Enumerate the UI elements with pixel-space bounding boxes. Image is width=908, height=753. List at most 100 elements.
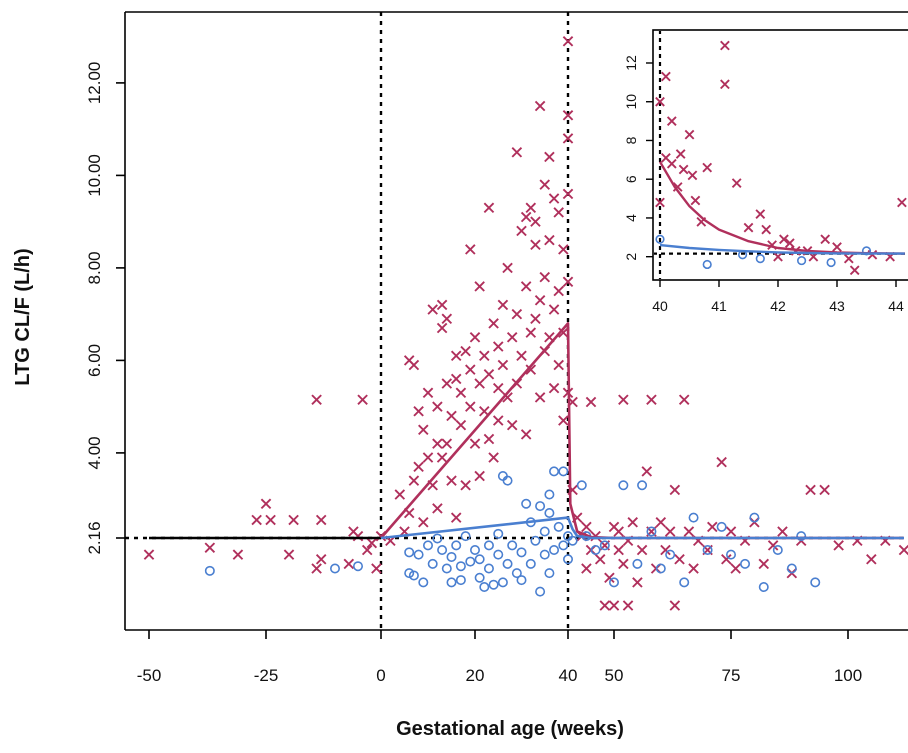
data-point <box>418 424 429 436</box>
data-point <box>604 572 615 584</box>
data-point <box>408 359 420 371</box>
inset-y-tick-label: 8 <box>623 136 639 144</box>
inset-data-point <box>820 234 831 245</box>
data-point <box>627 517 638 528</box>
data-point-stroke <box>511 308 523 320</box>
data-point <box>497 299 509 311</box>
data-point <box>260 498 272 510</box>
data-point-stroke <box>646 394 657 405</box>
data-point-stroke <box>819 484 830 496</box>
data-point <box>474 554 485 565</box>
data-point-stroke <box>446 410 457 422</box>
data-point <box>408 475 420 486</box>
data-point <box>796 531 807 542</box>
data-point <box>655 563 666 574</box>
data-point <box>721 554 732 565</box>
data-point-stroke <box>465 244 476 255</box>
data-point <box>516 575 527 586</box>
data-point-stroke <box>450 350 462 362</box>
data-point <box>679 577 690 588</box>
inset-data-point-stroke <box>675 149 686 159</box>
data-point-stroke <box>361 544 373 556</box>
data-point-stroke <box>441 438 453 449</box>
data-point <box>530 313 541 325</box>
data-point <box>469 438 481 449</box>
data-point <box>460 531 471 542</box>
data-point-stroke <box>492 341 504 352</box>
data-point <box>805 484 816 496</box>
data-point <box>460 480 471 491</box>
inset-data-point <box>796 255 807 266</box>
data-point <box>432 533 443 544</box>
data-point <box>539 549 550 560</box>
inset-data-point <box>755 209 766 219</box>
inset-data-point <box>702 162 713 173</box>
inset-data-point-stroke <box>666 116 677 126</box>
data-point-stroke <box>474 470 485 482</box>
data-point <box>725 526 737 537</box>
data-point-stroke <box>403 355 415 366</box>
data-point <box>502 558 513 569</box>
data-point-stroke <box>394 489 406 500</box>
inset-data-point-stroke <box>687 170 698 181</box>
y-tick-label: 12.00 <box>85 62 104 105</box>
inset-data-point <box>720 40 730 51</box>
data-point <box>465 364 476 375</box>
inset-y-tick-label: 12 <box>623 55 639 71</box>
data-point <box>544 508 555 519</box>
data-point-stroke <box>413 406 424 417</box>
data-point-stroke <box>539 271 551 283</box>
data-point <box>404 547 415 558</box>
data-point <box>502 262 513 274</box>
data-point <box>474 572 485 583</box>
data-point <box>772 545 783 556</box>
data-point <box>516 225 527 237</box>
data-point <box>608 600 620 611</box>
data-point-stroke <box>502 392 513 403</box>
data-point <box>567 535 578 546</box>
data-point <box>361 544 373 556</box>
inset-x-tick-label: 44 <box>888 298 904 314</box>
data-point-stroke <box>413 461 424 473</box>
data-point <box>315 514 327 526</box>
data-point-stroke <box>366 537 378 549</box>
data-point-stroke <box>581 521 592 533</box>
data-point-stroke <box>525 202 537 214</box>
main-plot-area <box>125 12 908 630</box>
data-point <box>534 392 546 403</box>
data-point-stroke <box>315 514 327 526</box>
data-point-stroke <box>898 544 908 556</box>
data-point <box>492 341 504 352</box>
inset-data-point-stroke <box>678 164 689 175</box>
data-point-stroke <box>408 475 420 486</box>
inset-data-point <box>849 265 860 276</box>
inset-data-point <box>690 195 701 206</box>
data-point <box>599 540 610 551</box>
data-point <box>436 322 448 334</box>
data-point <box>599 600 611 611</box>
data-point <box>483 202 495 214</box>
data-point <box>204 565 215 576</box>
data-point-stroke <box>432 438 443 449</box>
inset-data-point-stroke <box>820 234 831 245</box>
fitted-line <box>380 516 904 540</box>
data-point-stroke <box>422 452 434 463</box>
data-point <box>730 563 741 574</box>
inset-plot: 40 41 42 43 44 2 4 6 8 10 12 <box>623 29 908 314</box>
inset-data-point-stroke <box>661 71 671 82</box>
inset-data-point-stroke <box>661 153 671 163</box>
data-point-stroke <box>260 498 272 510</box>
data-point <box>767 540 779 551</box>
data-point <box>549 466 560 477</box>
data-point-stroke <box>371 563 382 574</box>
data-point-stroke <box>558 415 569 426</box>
data-point-stroke <box>520 281 532 292</box>
data-point-stroke <box>446 475 457 486</box>
data-point <box>553 207 564 218</box>
data-point-stroke <box>548 193 560 204</box>
data-point <box>520 281 532 292</box>
data-point <box>716 456 727 468</box>
data-point-stroke <box>460 480 471 491</box>
inset-data-point <box>655 96 665 107</box>
